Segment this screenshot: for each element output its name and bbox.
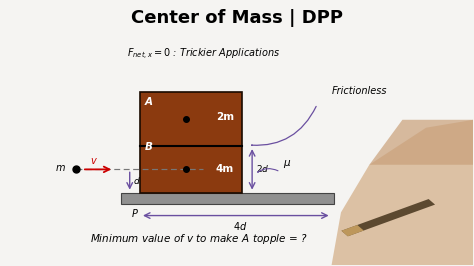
Text: Center of Mass | DPP: Center of Mass | DPP bbox=[131, 9, 343, 27]
Text: A: A bbox=[145, 97, 153, 107]
FancyArrowPatch shape bbox=[252, 106, 316, 146]
Text: Minimum value of $v$ to make $A$ topple = ?: Minimum value of $v$ to make $A$ topple … bbox=[91, 232, 308, 246]
Text: Frictionless: Frictionless bbox=[331, 86, 387, 96]
Text: $d$: $d$ bbox=[134, 176, 141, 186]
Bar bbox=[140, 92, 242, 146]
Text: $4d$: $4d$ bbox=[233, 220, 248, 232]
Polygon shape bbox=[341, 225, 364, 236]
Text: 4m: 4m bbox=[216, 164, 234, 174]
Bar bbox=[140, 146, 242, 193]
Text: $m$: $m$ bbox=[55, 163, 66, 173]
Bar bbox=[121, 193, 334, 205]
FancyArrowPatch shape bbox=[258, 169, 278, 172]
Text: B: B bbox=[145, 142, 153, 152]
Polygon shape bbox=[341, 199, 435, 236]
Text: $2d$: $2d$ bbox=[256, 163, 269, 173]
Text: $\mu$: $\mu$ bbox=[283, 158, 291, 170]
Text: 2m: 2m bbox=[216, 112, 234, 122]
Polygon shape bbox=[331, 120, 474, 265]
Text: $v$: $v$ bbox=[90, 156, 98, 165]
Text: $P$: $P$ bbox=[131, 207, 139, 219]
Polygon shape bbox=[369, 120, 474, 165]
Text: $F_{net,x} = 0$ : Trickier Applications: $F_{net,x} = 0$ : Trickier Applications bbox=[128, 47, 281, 62]
